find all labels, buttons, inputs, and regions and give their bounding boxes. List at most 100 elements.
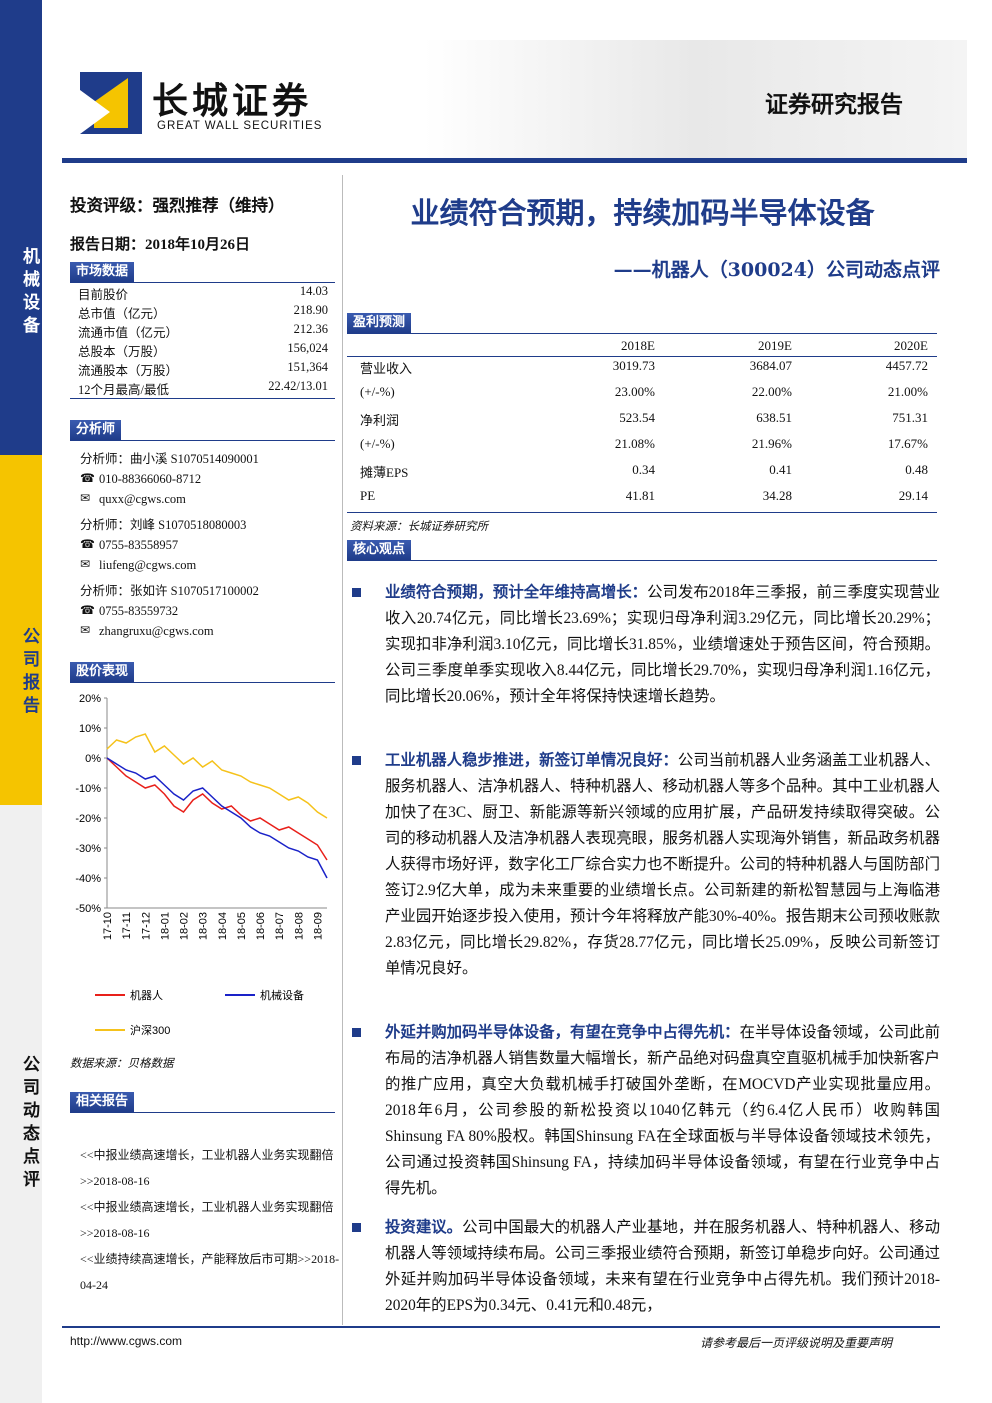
table-cell: 目前股价: [78, 288, 129, 302]
phone-icon: ☎: [80, 471, 95, 485]
section-label: 分析师: [70, 420, 122, 440]
rule: [347, 356, 937, 357]
bullet: [352, 588, 361, 597]
analyst-phone: 010-88366060-8712: [99, 472, 202, 486]
x-tick-label: 18-05: [236, 912, 248, 940]
footer-url: http://www.cgws.com: [70, 1334, 183, 1348]
legend-label: 沪深300: [130, 1023, 170, 1037]
analyst-phone: 0755-83558957: [99, 538, 179, 552]
rating: 投资评级：强烈推荐（维持）: [70, 196, 285, 215]
title: 业绩符合预期，持续加码半导体设备: [410, 196, 875, 230]
sidebar-section: 公司动态点评: [0, 805, 42, 1403]
phone-icon: ☎: [80, 537, 95, 551]
table-cell: 流通市值（亿元）: [78, 326, 179, 340]
header-banner: [62, 40, 967, 158]
related-title: <<中报业绩高速增长，工业机器人业务实现翻倍>>: [80, 1200, 334, 1240]
series-line: [106, 733, 328, 819]
y-tick-label: 20%: [79, 693, 101, 705]
row-label: PE: [360, 488, 376, 503]
y-tick-label: -10%: [75, 783, 101, 795]
analyst-name: 分析师：曲小溪 S1070514090001: [80, 452, 259, 466]
row-label: 净利润: [360, 413, 400, 428]
bullet: [352, 1223, 361, 1232]
bullet: [352, 1028, 361, 1037]
table-cell: 21.08%: [614, 436, 655, 451]
paragraph-lead: 外延并购加码半导体设备，有望在竞争中占得先机：: [385, 1024, 740, 1041]
x-tick-label: 18-01: [159, 912, 171, 940]
rule: [347, 512, 937, 513]
column-header: 2020E: [894, 338, 928, 353]
paragraph-text: 公司中国最大的机器人产业基地，并在服务机器人、特种机器人、移动机器人等领域持续布…: [385, 1219, 940, 1314]
column-header: 2019E: [758, 338, 792, 353]
table-cell: 流通股本（万股）: [78, 364, 179, 378]
column-header: 2018E: [621, 338, 655, 353]
section-label: 市场数据: [70, 262, 135, 282]
section-label: 盈利预测: [347, 313, 412, 333]
table-cell: 29.14: [898, 488, 928, 503]
table-cell: 218.90: [293, 303, 328, 317]
table-cell: 41.81: [625, 488, 655, 503]
report-date: 报告日期：2018年10月26日: [70, 237, 251, 253]
table-cell: 3684.07: [749, 358, 792, 373]
table-cell: 21.96%: [751, 436, 792, 451]
table-cell: 22.00%: [751, 384, 792, 399]
related-date: 2018-08-16: [93, 1226, 150, 1240]
chart-source: 数据来源：贝格数据: [70, 1058, 174, 1070]
series-line: [106, 757, 328, 861]
x-tick-label: 17-10: [102, 912, 114, 940]
mail-icon: ✉: [80, 623, 91, 637]
related-item: <<中报业绩高速增长，工业机器人业务实现翻倍>>2018-08-16: [80, 1194, 342, 1246]
table-cell: 3019.73: [612, 358, 655, 373]
y-tick-label: -30%: [75, 843, 101, 855]
table-cell: 523.54: [619, 410, 655, 425]
section-label: 相关报告: [70, 1092, 135, 1112]
section-heading: 分析师: [70, 420, 335, 441]
paragraph-lead: 投资建议。: [385, 1219, 463, 1236]
paragraph-text: 公司当前机器人业务涵盖工业机器人、服务机器人、洁净机器人、特种机器人、移动机器人…: [385, 752, 940, 977]
table-cell: 212.36: [293, 322, 328, 336]
analyst-email: quxx@cgws.com: [99, 492, 186, 506]
table-cell: 14.03: [299, 284, 328, 298]
section-heading: 盈利预测: [347, 313, 937, 334]
column-divider: [342, 175, 343, 1325]
y-tick-label: 0%: [85, 753, 101, 765]
paragraph-text: 在半导体设备领域，公司此前布局的洁净机器人销售数量大幅增长，新产品绝对码盘真空直…: [385, 1024, 940, 1197]
paragraph: 业绩符合预期，预计全年维持高增长：公司发布2018年三季报，前三季度实现营业收入…: [385, 580, 940, 710]
related-item: <<中报业绩高速增长，工业机器人业务实现翻倍>>2018-08-16: [80, 1142, 342, 1194]
related-item: <<业绩持续高速增长，产能释放后市可期>>2018-04-24: [80, 1246, 342, 1298]
section-label: 股价表现: [70, 662, 135, 682]
paragraph-lead: 工业机器人稳步推进，新签订单情况良好：: [385, 752, 678, 769]
x-tick-label: 18-03: [198, 912, 210, 940]
row-label: 营业收入: [360, 361, 413, 376]
related-title: <<中报业绩高速增长，工业机器人业务实现翻倍>>: [80, 1148, 334, 1188]
table-cell: 0.41: [769, 462, 792, 477]
rule: [70, 398, 335, 399]
table-cell: 156,024: [287, 341, 328, 355]
table-cell: 0.48: [905, 462, 928, 477]
row-label: (+/-%): [360, 384, 395, 399]
legend-label: 机器人: [130, 988, 163, 1002]
section-heading: 相关报告: [70, 1092, 335, 1113]
analyst-phone: 0755-83559732: [99, 604, 179, 618]
footer-rule: [62, 1326, 940, 1328]
paragraph: 工业机器人稳步推进，新签订单情况良好：公司当前机器人业务涵盖工业机器人、服务机器…: [385, 748, 940, 982]
logo-icon: [80, 72, 142, 134]
paragraph-text: 公司发布2018年三季报，前三季度实现营业收入20.74亿元，同比增长23.69…: [385, 584, 940, 705]
section-heading: 核心观点: [347, 540, 937, 561]
x-tick-label: 18-06: [255, 912, 267, 940]
mail-icon: ✉: [80, 557, 91, 571]
x-tick-label: 17-12: [140, 912, 152, 940]
x-tick-label: 18-04: [217, 912, 229, 940]
x-tick-label: 18-08: [293, 912, 305, 940]
x-tick-label: 18-09: [312, 912, 324, 940]
row-label: (+/-%): [360, 436, 395, 451]
footer-note: 请参考最后一页评级说明及重要声明: [700, 1336, 893, 1350]
price-chart: -50% -40% -30% -20% -10% 0% 10% 20% 17-10 17-11 17…: [75, 693, 328, 1037]
table-cell: 23.00%: [614, 384, 655, 399]
table-cell: 22.42/13.01: [268, 379, 328, 393]
y-tick-label: -20%: [75, 813, 101, 825]
header-rule: [62, 158, 967, 163]
related-date: 2018-04-24: [80, 1252, 340, 1292]
table-cell: 总市值（亿元）: [78, 307, 166, 321]
y-tick-label: -50%: [75, 903, 101, 915]
